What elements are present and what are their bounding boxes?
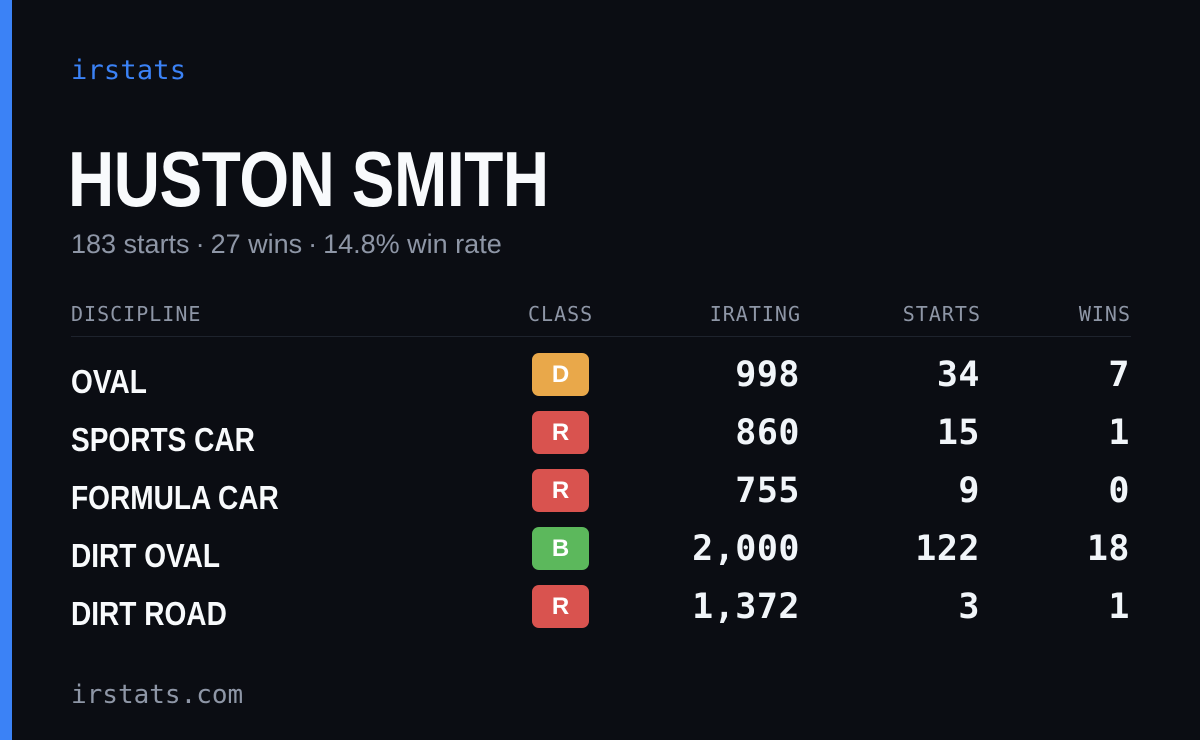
accent-bar xyxy=(0,0,12,740)
irating-value: 755 xyxy=(735,471,800,511)
summary-separator: · xyxy=(195,229,205,259)
irating-value: 998 xyxy=(735,355,800,395)
summary-win-rate: 14.8% win rate xyxy=(323,229,502,259)
summary-starts: 183 starts xyxy=(71,229,190,259)
wins-value: 0 xyxy=(1108,471,1130,511)
starts-value: 15 xyxy=(936,413,980,453)
starts-value: 122 xyxy=(915,529,980,569)
starts-value: 34 xyxy=(936,355,980,395)
discipline-name: DIRT ROAD xyxy=(71,595,227,632)
license-class-badge: R xyxy=(532,411,589,454)
table-row: DIRT OVAL B 2,000 122 18 xyxy=(71,527,1131,585)
table-body: OVAL D 998 34 7 SPORTS CAR R 860 15 1 FO… xyxy=(71,337,1131,643)
header-wins: WINS xyxy=(1078,302,1131,326)
starts-value: 3 xyxy=(958,587,980,627)
discipline-name: SPORTS CAR xyxy=(71,421,255,458)
irating-value: 860 xyxy=(735,413,800,453)
header-starts: STARTS xyxy=(902,302,981,326)
license-class-badge: B xyxy=(532,527,589,570)
summary-separator: · xyxy=(308,229,318,259)
table-header: DISCIPLINE CLASS IRATING STARTS WINS xyxy=(71,298,1131,337)
brand-logo-text: irstats xyxy=(71,55,187,86)
license-class-badge: D xyxy=(532,353,589,396)
license-class-badge: R xyxy=(532,469,589,512)
table-row: SPORTS CAR R 860 15 1 xyxy=(71,411,1131,469)
discipline-stats-table: DISCIPLINE CLASS IRATING STARTS WINS OVA… xyxy=(71,298,1131,643)
header-irating: IRATING xyxy=(709,302,801,326)
irating-value: 2,000 xyxy=(692,529,800,569)
wins-value: 18 xyxy=(1086,529,1130,569)
discipline-name: FORMULA CAR xyxy=(71,479,279,516)
player-summary: 183 starts · 27 wins · 14.8% win rate xyxy=(71,229,502,260)
player-name: HUSTON SMITH xyxy=(68,135,549,223)
discipline-name: DIRT OVAL xyxy=(71,537,221,574)
table-row: OVAL D 998 34 7 xyxy=(71,353,1131,411)
discipline-name: OVAL xyxy=(71,363,147,400)
footer-site-url: irstats.com xyxy=(71,680,244,710)
starts-value: 9 xyxy=(958,471,980,511)
wins-value: 1 xyxy=(1108,587,1130,627)
irating-value: 1,372 xyxy=(692,587,800,627)
header-discipline: DISCIPLINE xyxy=(71,302,202,326)
summary-wins: 27 wins xyxy=(210,229,303,259)
header-class: CLASS xyxy=(528,302,594,326)
wins-value: 7 xyxy=(1108,355,1130,395)
table-row: FORMULA CAR R 755 9 0 xyxy=(71,469,1131,527)
table-row: DIRT ROAD R 1,372 3 1 xyxy=(71,585,1131,643)
wins-value: 1 xyxy=(1108,413,1130,453)
license-class-badge: R xyxy=(532,585,589,628)
